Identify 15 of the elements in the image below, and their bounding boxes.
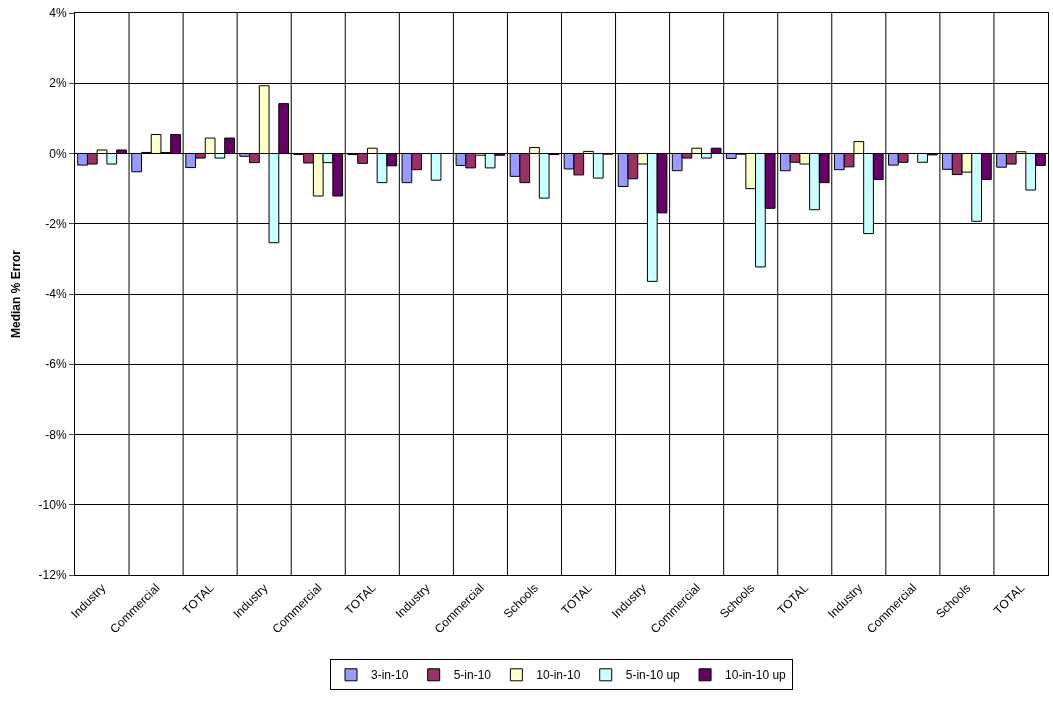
legend-label: 3-in-10 [371,668,409,683]
y-tick-label: -12% [38,568,67,583]
legend-label: 10-in-10 up [725,668,787,683]
y-tick-label: -4% [45,287,67,302]
y-tick-label: -2% [45,216,67,231]
legend-label: 5-in-10 up [625,668,681,683]
y-axis-title: Median % Error [8,249,23,339]
y-tick-label: -8% [45,427,67,442]
y-tick-label: -6% [45,357,67,372]
y-tick-label: 4% [49,6,67,21]
y-tick-label: 2% [49,76,67,91]
legend-label: 10-in-10 [536,668,581,683]
y-tick-label: 0% [49,146,67,161]
legend-label: 5-in-10 [453,668,492,683]
y-tick-label: -10% [38,497,67,512]
